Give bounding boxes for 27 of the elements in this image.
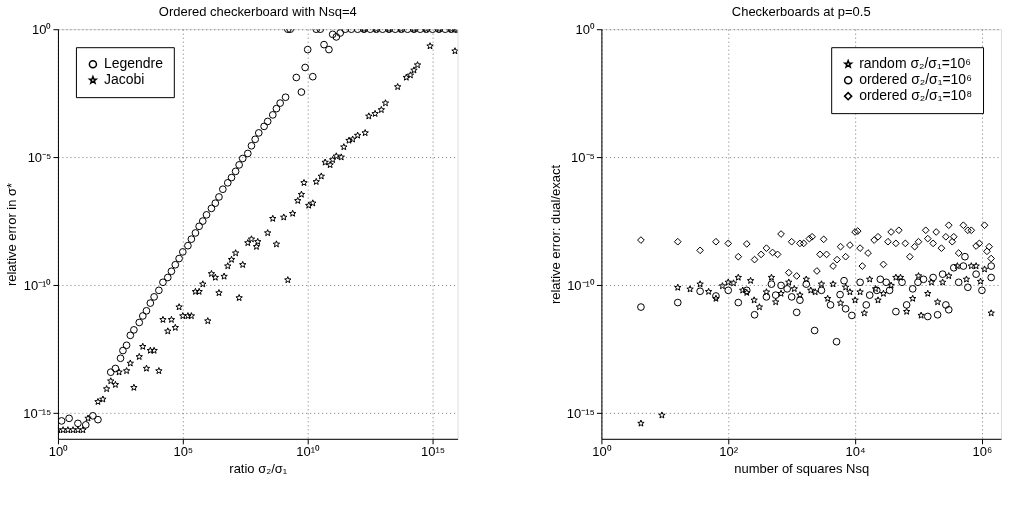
x-tick-label: 10⁶ [972,444,993,460]
legend-label: ordered σ₂/σ₁=10⁸ [859,87,973,104]
chart-title: Checkerboards at p=0.5 [731,4,871,20]
x-tick-label: 10⁴ [845,444,866,460]
x-tick-label: 10¹⁰ [296,444,321,460]
y-axis-title: relative error in σ* [4,182,20,287]
x-tick-label: 10⁵ [173,444,194,460]
y-tick-label: 10⁰ [32,21,52,37]
chart-title: Ordered checkerboard with Nsq=4 [158,4,357,20]
y-tick-label: 10⁻⁵ [571,149,595,165]
x-tick-label: 10¹⁵ [421,444,446,460]
legend-label: random σ₂/σ₁=10⁶ [859,55,972,72]
y-tick-label: 10⁻¹⁵ [23,405,52,421]
y-tick-label: 10⁻¹⁵ [566,405,595,421]
legend-label: ordered σ₂/σ₁=10⁶ [859,71,972,88]
y-tick-label: 10⁻¹⁰ [23,277,52,293]
x-axis-title: number of squares Nsq [734,461,870,477]
x-axis-title: ratio σ₂/σ₁ [229,461,288,477]
x-tick-label: 10² [719,444,739,460]
legend-label: Legendre [103,55,164,72]
y-tick-label: 10⁰ [575,21,595,37]
x-tick-label: 10⁰ [592,444,612,460]
x-tick-label: 10⁰ [48,444,69,460]
y-axis-title: relative error: dual/exact [547,164,563,305]
y-tick-label: 10⁻¹⁰ [567,277,595,293]
legend-label: Jacobi [103,71,145,88]
y-tick-label: 10⁻⁵ [27,149,52,165]
